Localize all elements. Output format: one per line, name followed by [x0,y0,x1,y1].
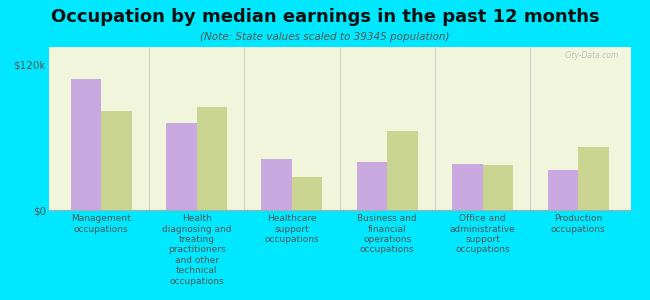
Bar [196,107,227,210]
Bar [101,111,132,210]
Bar [292,177,322,210]
Bar [357,162,387,210]
Bar [547,170,578,210]
Text: Occupation by median earnings in the past 12 months: Occupation by median earnings in the pas… [51,8,599,26]
Bar [387,131,418,210]
Bar [578,147,608,210]
Text: (Note: State values scaled to 39345 population): (Note: State values scaled to 39345 popu… [200,32,450,41]
Text: City-Data.com: City-Data.com [565,51,619,60]
Bar [452,164,483,210]
Bar [166,123,196,210]
Bar [71,79,101,210]
Bar [483,165,514,210]
Bar [261,159,292,210]
